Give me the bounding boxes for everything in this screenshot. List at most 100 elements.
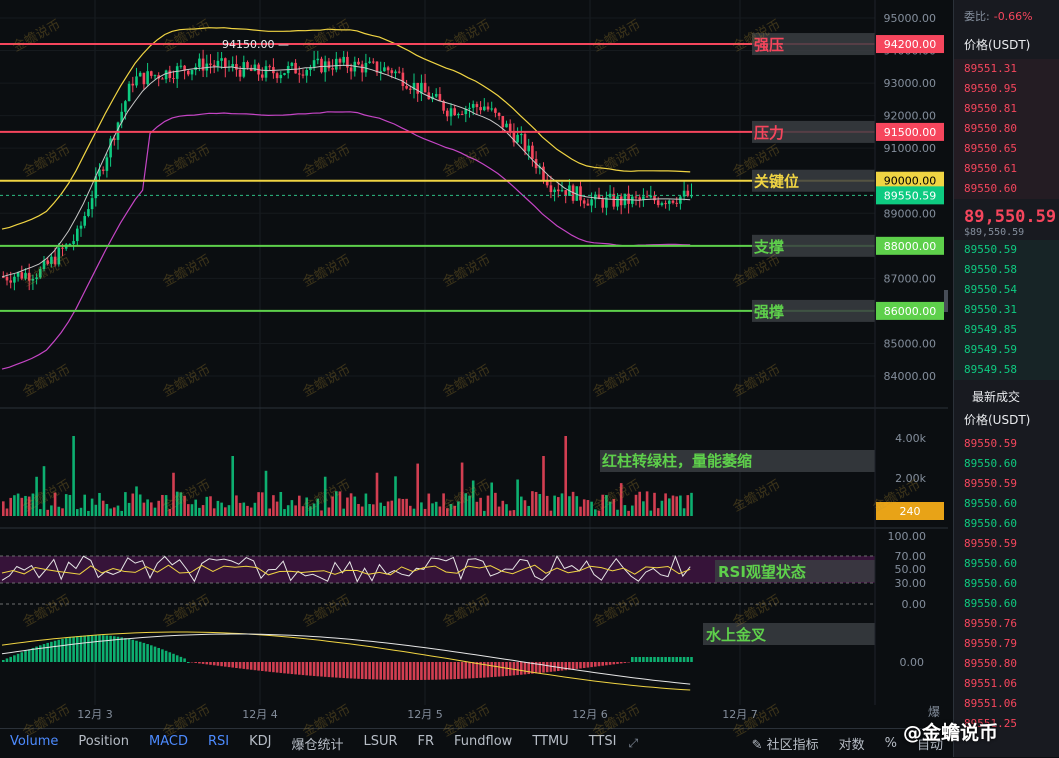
candle-body <box>579 186 582 200</box>
volume-bar <box>357 504 360 516</box>
candle-body <box>276 73 279 78</box>
volume-bar <box>590 502 593 516</box>
ask-row[interactable]: 89550.80 <box>954 119 1059 139</box>
volume-bar <box>513 510 516 516</box>
macd-bar <box>394 662 397 680</box>
tab-ttmu[interactable]: TTMU <box>522 734 578 753</box>
level-tag-text: 强撑 <box>754 303 784 321</box>
macd-bar <box>120 637 123 662</box>
tab-position[interactable]: Position <box>68 734 139 753</box>
macd-bar <box>539 662 542 673</box>
ask-row[interactable]: 89550.61 <box>954 159 1059 179</box>
candle-body <box>368 62 371 63</box>
tab-爆仓统计[interactable]: 爆仓统计 <box>281 734 353 753</box>
ask-row[interactable]: 89550.81 <box>954 99 1059 119</box>
volume-bar <box>291 500 294 516</box>
ask-row[interactable]: 89550.60 <box>954 179 1059 199</box>
macd-bar <box>257 662 260 671</box>
last-price[interactable]: 89,550.59 $89,550.59 <box>954 199 1059 240</box>
candle-body <box>409 89 412 90</box>
level-price-text: 91500.00 <box>884 126 937 139</box>
macd-bar <box>494 662 497 677</box>
candles <box>2 50 693 290</box>
volume-bar <box>157 501 160 516</box>
bid-row[interactable]: 89550.31 <box>954 300 1059 320</box>
candle-body <box>357 62 360 65</box>
candle-body <box>601 199 604 208</box>
ask-row[interactable]: 89550.95 <box>954 79 1059 99</box>
macd-bar <box>198 662 201 663</box>
candle-body <box>453 108 456 115</box>
tab-macd[interactable]: MACD <box>139 734 198 753</box>
candle-body <box>587 204 590 206</box>
macd-bar <box>228 662 231 667</box>
volume-bar <box>95 505 98 516</box>
volume-bar <box>379 503 382 516</box>
candle-body <box>424 83 427 93</box>
tab-rsi[interactable]: RSI <box>198 734 239 753</box>
tab-kdj[interactable]: KDJ <box>239 734 281 753</box>
macd-bar <box>98 635 101 662</box>
candle-body <box>476 104 479 107</box>
macd-bar <box>357 662 360 679</box>
trades-price-header: 价格(USDT) <box>954 411 1059 434</box>
candle-body <box>557 190 560 192</box>
macd-bar <box>254 662 257 670</box>
tab-fundflow[interactable]: Fundflow <box>444 734 522 753</box>
bid-row[interactable]: 89550.59 <box>954 240 1059 260</box>
ask-row[interactable]: 89551.31 <box>954 59 1059 79</box>
macd-bar <box>416 662 419 680</box>
tab-volume[interactable]: Volume <box>0 734 68 753</box>
expand-icon[interactable]: ⤢ <box>628 736 638 751</box>
macd-bar <box>294 662 297 674</box>
log-scale-toggle[interactable]: 对数 <box>829 734 875 753</box>
tab-lsur[interactable]: LSUR <box>353 734 407 753</box>
macd-bar <box>9 657 12 662</box>
candle-body <box>498 113 501 116</box>
macd-bar <box>405 662 408 680</box>
candle-body <box>561 190 564 191</box>
volume-tick-label: 2.00k <box>895 472 926 485</box>
macd-bar <box>516 662 519 675</box>
macd-bar <box>520 662 523 675</box>
candle-body <box>154 75 157 76</box>
bid-row[interactable]: 89549.59 <box>954 340 1059 360</box>
burst-label: 爆 <box>928 705 940 719</box>
macd-bar <box>413 662 416 680</box>
trade-row: 89550.59 <box>954 434 1059 454</box>
candle-body <box>268 66 271 67</box>
ask-row[interactable]: 89550.65 <box>954 139 1059 159</box>
candle-body <box>132 84 135 86</box>
candle-body <box>13 277 16 283</box>
bid-row[interactable]: 89549.58 <box>954 360 1059 380</box>
macd-bar <box>642 657 645 662</box>
macd-bar <box>91 635 94 662</box>
volume-bar <box>498 507 501 516</box>
community-indicators-button[interactable]: ✎ 社区指标 <box>742 734 829 753</box>
tab-ttsi[interactable]: TTSI <box>579 734 627 753</box>
macd-bar <box>502 662 505 676</box>
tab-fr[interactable]: FR <box>408 734 445 753</box>
macd-bar <box>616 662 619 664</box>
candle-body <box>32 279 35 281</box>
volume-bar <box>276 502 279 516</box>
price-tick-label: 89000.00 <box>884 207 937 220</box>
bid-row[interactable]: 89549.85 <box>954 320 1059 340</box>
volume-bar <box>372 504 375 516</box>
candle-body <box>446 111 449 117</box>
volume-bar <box>250 508 253 516</box>
macd-histogram <box>2 635 693 680</box>
candle-body <box>124 101 127 112</box>
candle-body <box>150 71 153 76</box>
bid-row[interactable]: 89550.58 <box>954 260 1059 280</box>
candle-body <box>461 114 464 115</box>
bid-row[interactable]: 89550.54 <box>954 280 1059 300</box>
macd-bar <box>498 662 501 677</box>
trade-row: 89550.80 <box>954 654 1059 674</box>
macd-bar <box>624 662 627 663</box>
candle-body <box>169 70 172 78</box>
volume-bar <box>13 495 16 516</box>
candle-body <box>342 57 345 63</box>
candle-body <box>339 59 342 63</box>
